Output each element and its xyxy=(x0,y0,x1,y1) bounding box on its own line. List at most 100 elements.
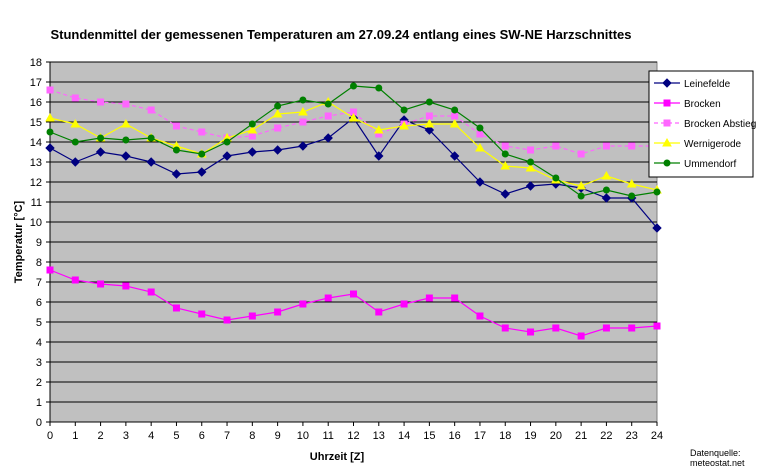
data-point xyxy=(399,120,409,130)
data-point xyxy=(97,98,105,106)
x-tick-label: 0 xyxy=(47,430,53,442)
data-point xyxy=(375,84,383,92)
data-point xyxy=(121,118,131,128)
data-point xyxy=(147,134,155,142)
data-point xyxy=(576,180,586,190)
y-tick-label: 1 xyxy=(36,397,42,409)
y-tick-label: 11 xyxy=(31,197,42,209)
data-point xyxy=(247,124,258,134)
data-point xyxy=(299,300,307,308)
data-point xyxy=(121,151,131,161)
data-point xyxy=(248,132,256,140)
x-tick-label: 4 xyxy=(148,430,154,442)
legend-label: Brocken xyxy=(684,99,721,110)
x-tick-label: 10 xyxy=(297,430,309,442)
data-point xyxy=(122,136,130,144)
y-tick-label: 5 xyxy=(36,317,42,329)
y-tick-label: 8 xyxy=(36,257,42,269)
data-point xyxy=(653,322,661,330)
data-point xyxy=(475,142,485,152)
x-tick-label: 20 xyxy=(550,430,562,442)
data-point xyxy=(602,186,610,194)
y-tick-label: 4 xyxy=(36,337,42,349)
data-point xyxy=(449,151,460,161)
legend-swatch-marker xyxy=(663,99,671,107)
y-tick-label: 9 xyxy=(36,237,42,249)
source-line-1: Datenquelle: xyxy=(690,448,741,458)
data-point xyxy=(500,160,511,170)
data-point xyxy=(198,128,206,136)
data-point xyxy=(147,288,155,296)
data-point xyxy=(45,112,55,122)
data-point xyxy=(527,146,535,154)
data-point xyxy=(525,181,536,191)
data-point xyxy=(373,124,384,134)
data-point xyxy=(653,188,661,196)
data-point xyxy=(46,86,54,94)
data-point xyxy=(298,106,308,116)
data-point xyxy=(552,142,560,150)
data-point xyxy=(400,106,408,114)
series-4 xyxy=(46,82,661,200)
x-tick-label: 6 xyxy=(199,430,205,442)
data-point xyxy=(476,312,484,320)
data-point xyxy=(577,192,585,200)
data-point xyxy=(197,167,207,177)
data-point xyxy=(172,146,180,154)
data-point xyxy=(71,276,79,284)
data-point xyxy=(274,308,282,316)
x-tick-label: 8 xyxy=(249,430,255,442)
data-point xyxy=(97,280,105,288)
legend-entry: Wernigerode xyxy=(654,137,742,150)
x-axis-ticks: 0 1 2 3 4 5 6 7 8 9 10 11 12 13 14 15 16 17 18 19 20 21 22 23 24 xyxy=(47,421,663,442)
data-point xyxy=(451,112,459,120)
data-point xyxy=(628,142,636,150)
y-tick-label: 14 xyxy=(30,137,42,149)
x-tick-label: 15 xyxy=(423,430,435,442)
data-point xyxy=(198,310,206,318)
y-tick-label: 0 xyxy=(36,417,42,429)
data-point xyxy=(272,108,283,118)
data-point xyxy=(375,308,383,316)
data-point xyxy=(425,98,433,106)
data-point xyxy=(71,138,79,146)
y-tick-label: 13 xyxy=(30,157,42,169)
data-point xyxy=(449,118,460,128)
data-point xyxy=(424,125,435,135)
x-tick-label: 2 xyxy=(98,430,104,442)
data-point xyxy=(299,118,307,126)
data-point xyxy=(122,282,130,290)
data-point xyxy=(451,106,459,114)
x-tick-label: 3 xyxy=(123,430,129,442)
x-tick-label: 21 xyxy=(575,430,587,442)
x-tick-label: 19 xyxy=(524,430,536,442)
data-point xyxy=(602,142,610,150)
data-point xyxy=(350,290,357,298)
data-point xyxy=(272,145,283,155)
data-point xyxy=(198,150,206,158)
data-point xyxy=(400,300,408,308)
data-point xyxy=(324,100,332,108)
y-tick-label: 18 xyxy=(30,57,42,69)
x-tick-label: 11 xyxy=(322,430,333,442)
data-point xyxy=(46,128,54,136)
data-point xyxy=(146,157,156,167)
legend-swatch-marker xyxy=(663,119,671,127)
y-tick-label: 17 xyxy=(30,77,42,89)
x-tick-label: 24 xyxy=(651,430,663,442)
x-axis-title: Uhrzeit [Z] xyxy=(310,451,365,463)
data-point xyxy=(171,169,182,179)
y-tick-label: 2 xyxy=(36,377,42,389)
data-point xyxy=(298,141,308,151)
data-point xyxy=(425,112,433,120)
data-point xyxy=(46,266,54,274)
data-point xyxy=(223,316,231,324)
y-tick-label: 10 xyxy=(30,217,42,229)
data-point xyxy=(652,223,662,233)
data-point xyxy=(95,147,106,157)
x-tick-label: 13 xyxy=(373,430,385,442)
data-point xyxy=(525,162,536,172)
y-tick-label: 15 xyxy=(30,117,42,129)
data-point xyxy=(223,138,231,146)
